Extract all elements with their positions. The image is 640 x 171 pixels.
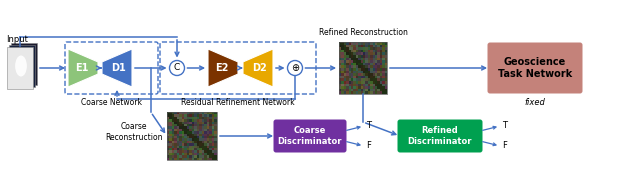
Text: Coarse
Reconstruction: Coarse Reconstruction: [106, 122, 163, 142]
Ellipse shape: [15, 56, 27, 76]
Text: C: C: [174, 63, 180, 73]
FancyBboxPatch shape: [397, 120, 483, 153]
Text: D2: D2: [252, 63, 267, 73]
Polygon shape: [102, 49, 132, 87]
FancyBboxPatch shape: [9, 45, 35, 87]
Text: F: F: [366, 141, 371, 150]
Text: Coarse
Discriminator: Coarse Discriminator: [278, 126, 342, 146]
Polygon shape: [68, 49, 98, 87]
Text: F: F: [502, 141, 507, 150]
Text: T: T: [502, 122, 507, 130]
Text: E2: E2: [215, 63, 228, 73]
Text: T: T: [366, 122, 371, 130]
Circle shape: [287, 61, 303, 76]
Text: E1: E1: [75, 63, 88, 73]
Bar: [339, 42, 387, 94]
FancyBboxPatch shape: [11, 43, 37, 85]
Circle shape: [170, 61, 184, 76]
Text: fixed: fixed: [525, 98, 545, 107]
Text: Refined
Discriminator: Refined Discriminator: [408, 126, 472, 146]
FancyBboxPatch shape: [273, 120, 346, 153]
Text: D1: D1: [111, 63, 126, 73]
Text: Input: Input: [6, 35, 28, 44]
FancyBboxPatch shape: [7, 47, 33, 89]
Text: Geoscience
Task Network: Geoscience Task Network: [498, 57, 572, 79]
Polygon shape: [208, 49, 238, 87]
Text: Refined Reconstruction: Refined Reconstruction: [319, 28, 408, 37]
Bar: [167, 112, 217, 160]
Text: Coarse Network: Coarse Network: [81, 98, 142, 107]
Polygon shape: [243, 49, 273, 87]
Text: Residual Refinement Network: Residual Refinement Network: [181, 98, 295, 107]
FancyBboxPatch shape: [488, 43, 582, 94]
Text: ⊕: ⊕: [291, 63, 299, 73]
